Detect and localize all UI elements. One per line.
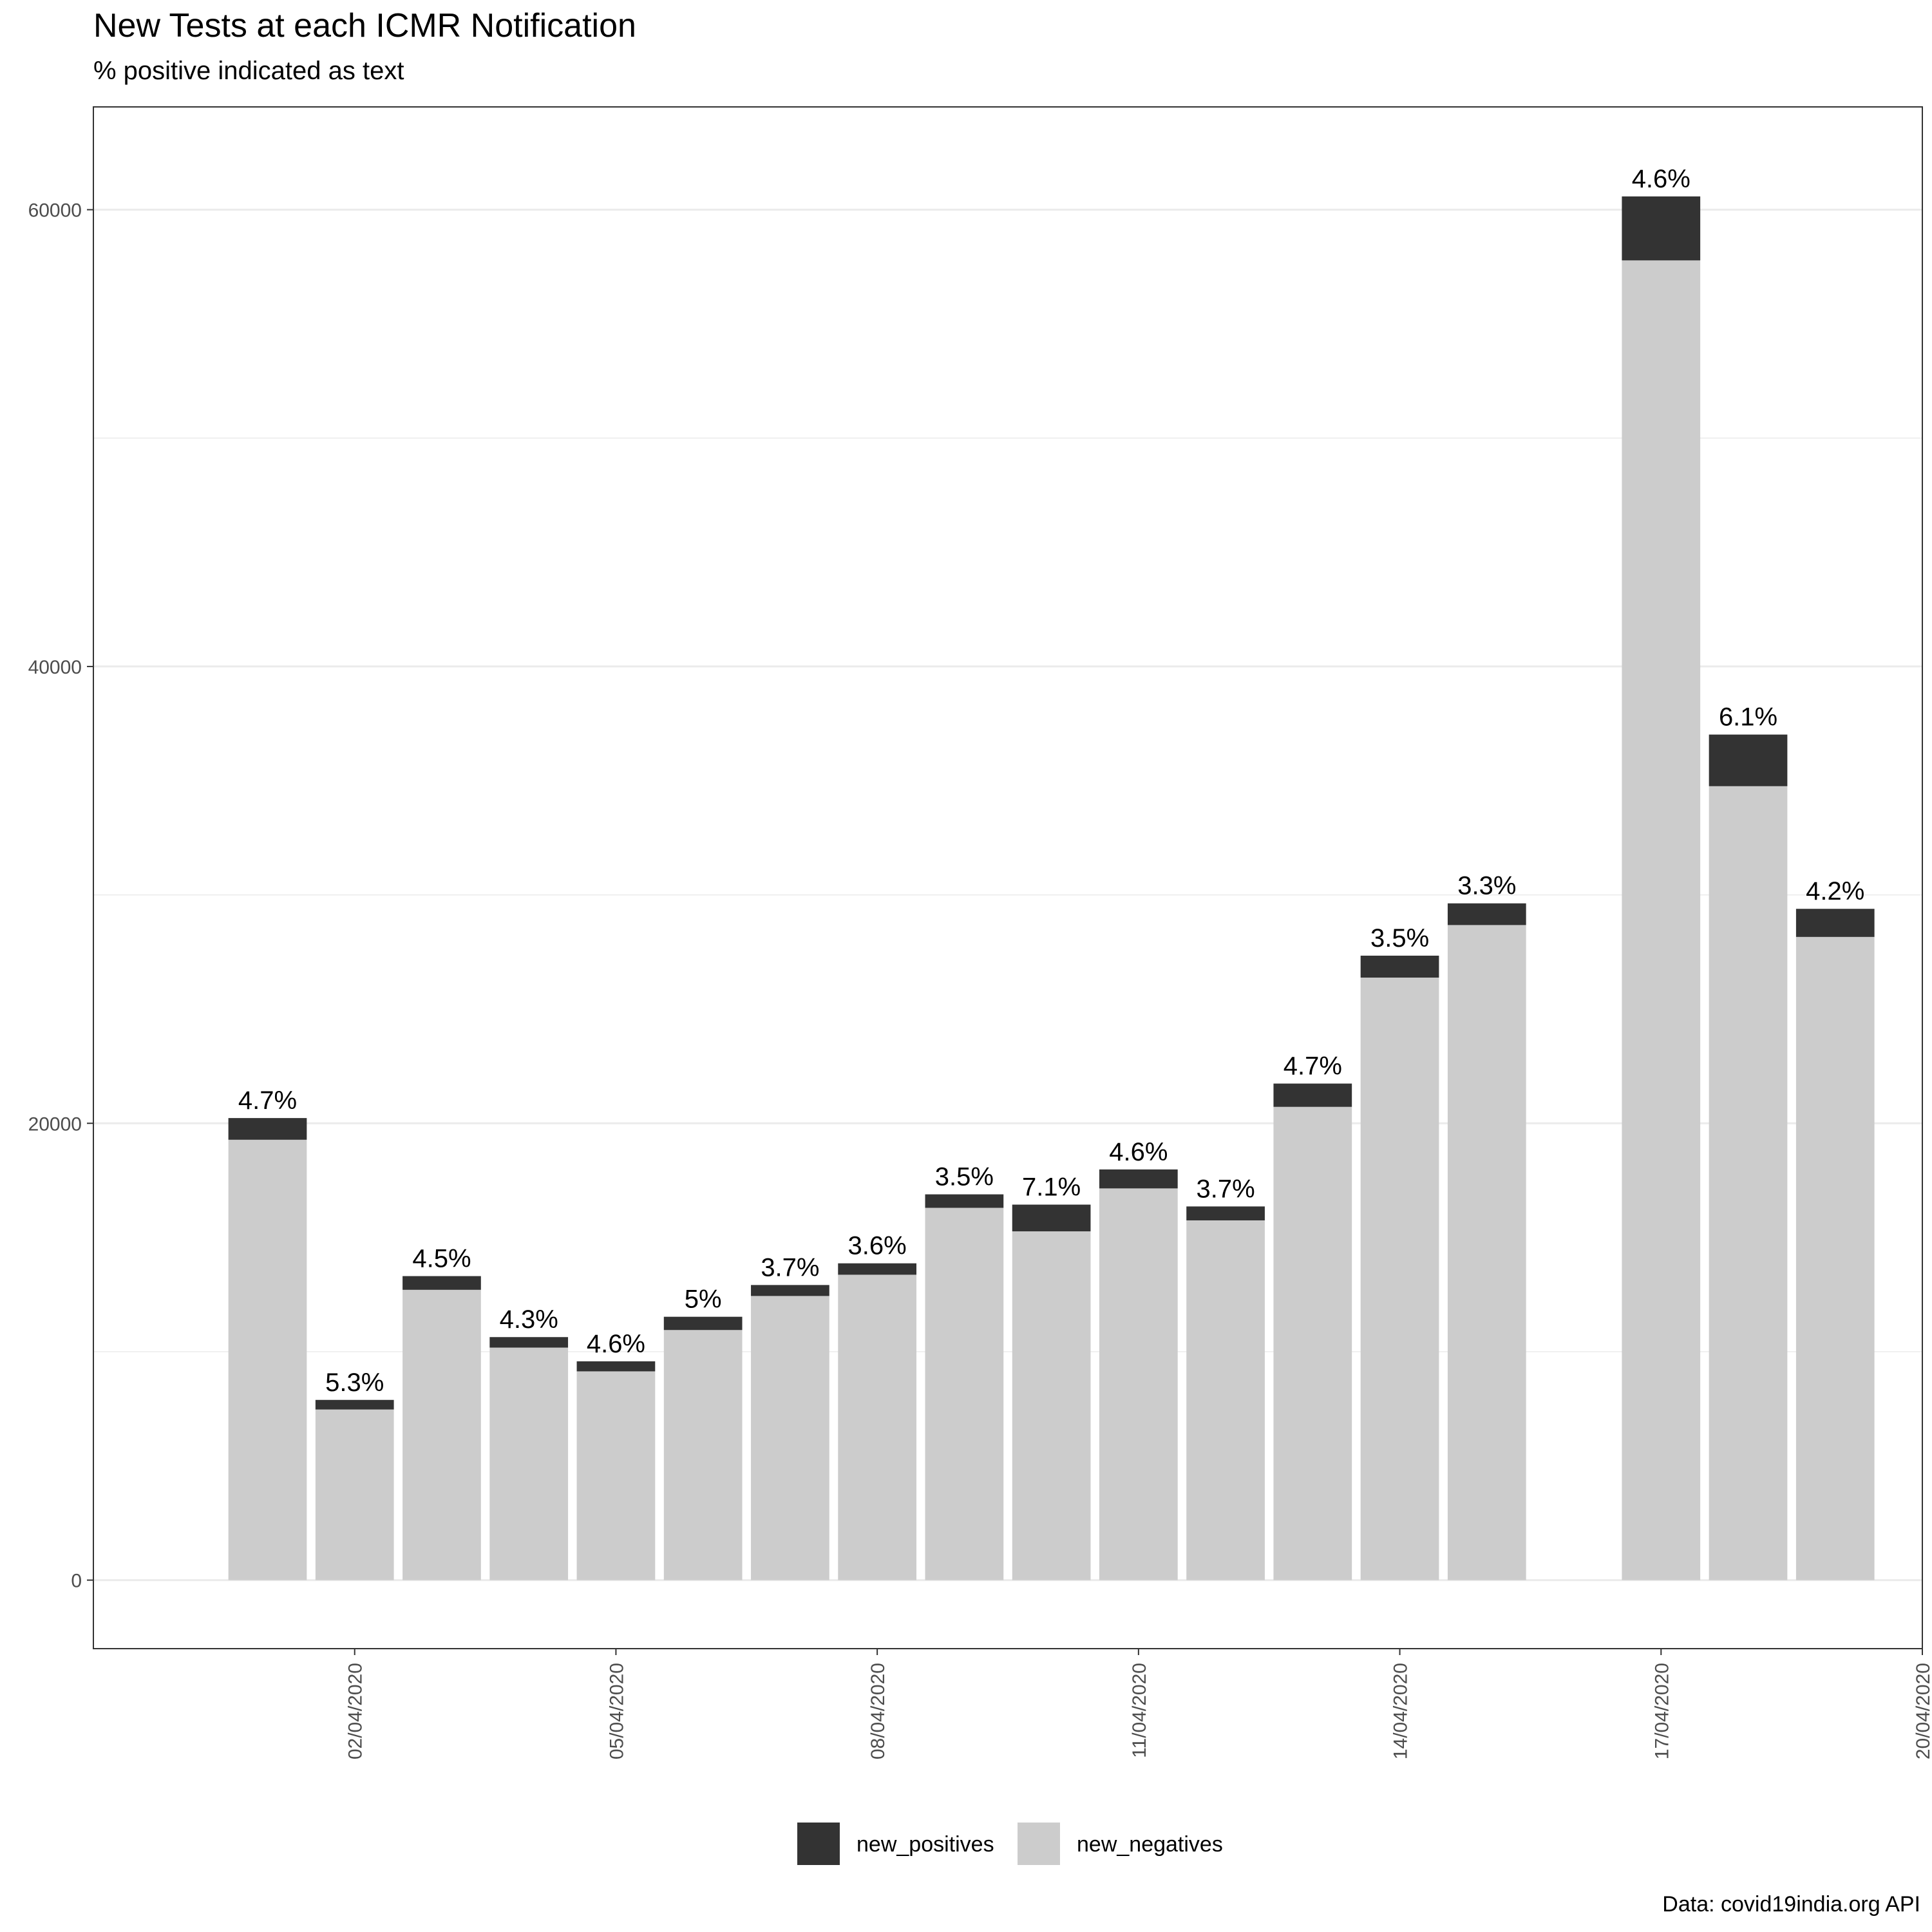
bar-new-positives (228, 1118, 307, 1140)
percent-positive-label: 3.6% (848, 1232, 907, 1260)
percent-positive-label: 5% (685, 1285, 722, 1314)
percent-positive-label: 4.6% (1109, 1138, 1168, 1166)
bar-new-negatives (1622, 260, 1701, 1580)
bar-new-negatives (315, 1409, 394, 1580)
bar-new-positives (576, 1361, 656, 1372)
percent-positive-label: 3.3% (1457, 872, 1516, 900)
percent-positive-label: 3.7% (761, 1253, 819, 1282)
percent-positive-label: 4.6% (587, 1330, 645, 1358)
bar-new-negatives (1447, 925, 1526, 1580)
percent-positive-label: 4.7% (238, 1086, 297, 1115)
bar-new-positives (1012, 1204, 1091, 1232)
percent-positive-label: 3.7% (1197, 1175, 1255, 1203)
bar-new-negatives (1360, 977, 1439, 1580)
bar-new-positives (1622, 196, 1701, 261)
bar-new-positives (1099, 1169, 1178, 1189)
bar-new-negatives (1186, 1220, 1265, 1580)
y-axis-tick-label: 20000 (28, 1113, 82, 1135)
bar-new-negatives (228, 1139, 307, 1580)
percent-positive-label: 4.5% (412, 1245, 471, 1273)
percent-positive-label: 3.5% (1370, 924, 1429, 952)
y-axis-tick-label: 0 (71, 1571, 82, 1592)
chart-title: New Tests at each ICMR Notification (93, 7, 636, 44)
percent-positive-label: 7.1% (1022, 1173, 1081, 1202)
bar-new-positives (1795, 909, 1875, 937)
legend-key-new-positives (797, 1823, 840, 1865)
bar-new-positives (402, 1276, 481, 1290)
bar-new-negatives (576, 1371, 656, 1580)
bar-new-positives (489, 1337, 569, 1348)
x-axis-tick-label: 14/04/2020 (1390, 1663, 1412, 1759)
percent-positive-label: 4.6% (1632, 165, 1690, 193)
bar-new-negatives (1795, 936, 1875, 1580)
percent-positive-label: 4.3% (500, 1305, 558, 1334)
plot-panel (93, 107, 1922, 1649)
y-axis-tick-label: 60000 (28, 200, 82, 222)
chart-subtitle: % positive indicated as text (93, 57, 404, 85)
legend-key-new-negatives (1018, 1823, 1060, 1865)
bar-new-negatives (1273, 1106, 1352, 1580)
bar-new-positives (1273, 1083, 1352, 1107)
bar-new-negatives (1099, 1188, 1178, 1580)
y-axis-tick-label: 40000 (28, 657, 82, 678)
bar-new-positives (838, 1263, 916, 1275)
bar-new-positives (663, 1316, 743, 1331)
legend-label: new_negatives (1077, 1832, 1223, 1857)
x-axis-tick-label: 08/04/2020 (867, 1663, 889, 1759)
percent-positive-label: 6.1% (1719, 703, 1777, 732)
bar-new-negatives (925, 1208, 1004, 1580)
bar-new-negatives (663, 1330, 743, 1580)
bar-new-positives (315, 1399, 394, 1410)
bar-new-positives (1709, 734, 1788, 786)
percent-positive-label: 4.2% (1806, 877, 1864, 905)
x-axis-tick-label: 02/04/2020 (345, 1663, 366, 1759)
bar-new-negatives (1012, 1231, 1091, 1580)
x-axis-tick-label: 20/04/2020 (1913, 1663, 1932, 1759)
bar-new-negatives (751, 1296, 829, 1580)
data-source-caption: Data: covid19india.org API (1662, 1892, 1920, 1917)
legend-label: new_positives (857, 1832, 994, 1857)
plot-panel-border (93, 106, 1923, 1649)
percent-positive-label: 3.5% (935, 1163, 994, 1191)
bar-new-positives (925, 1194, 1004, 1208)
percent-positive-label: 5.3% (325, 1368, 384, 1397)
bar-new-negatives (489, 1347, 569, 1580)
bar-new-negatives (838, 1274, 916, 1580)
bar-new-positives (1360, 955, 1439, 978)
bar-new-negatives (1709, 786, 1788, 1580)
bar-new-positives (751, 1285, 829, 1296)
bar-new-negatives (402, 1289, 481, 1580)
bar-new-positives (1186, 1206, 1265, 1220)
percent-positive-label: 4.7% (1283, 1052, 1342, 1081)
x-axis-tick-label: 17/04/2020 (1651, 1663, 1672, 1759)
x-axis-tick-label: 11/04/2020 (1129, 1663, 1150, 1758)
bar-new-positives (1447, 903, 1526, 925)
x-axis-tick-label: 05/04/2020 (606, 1663, 627, 1759)
